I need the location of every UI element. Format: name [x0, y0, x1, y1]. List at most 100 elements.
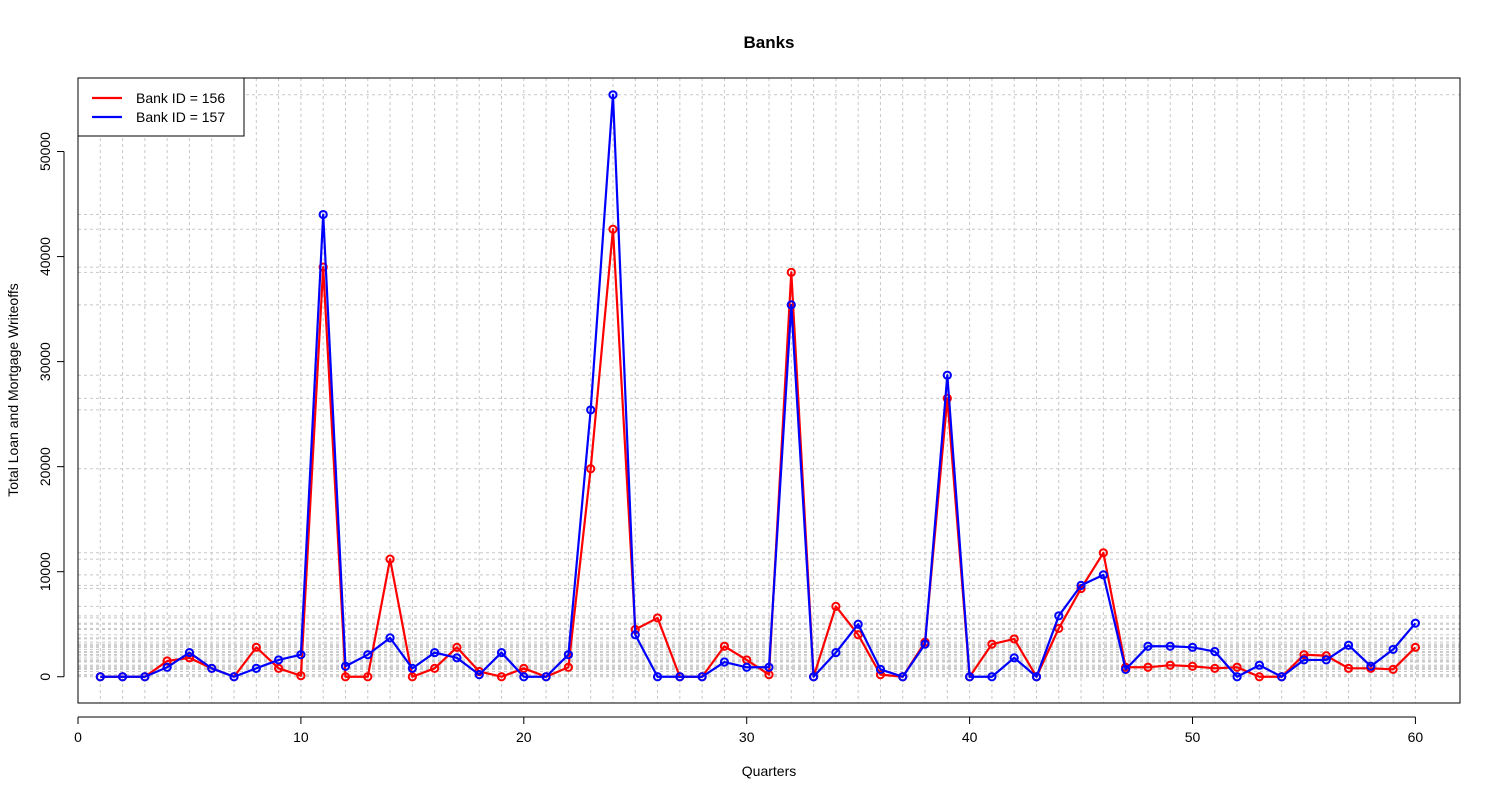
data-point	[519, 672, 529, 682]
y-tick-label: 10000	[37, 552, 53, 591]
legend: Bank ID = 156 Bank ID = 157	[77, 77, 245, 137]
data-point	[1009, 653, 1019, 663]
data-point	[1054, 611, 1064, 621]
data-point	[1410, 618, 1421, 628]
data-point	[207, 663, 217, 673]
data-point	[1299, 650, 1309, 660]
data-point	[786, 300, 796, 310]
data-point	[1388, 664, 1398, 674]
data-point	[363, 650, 373, 660]
data-point	[942, 393, 952, 403]
data-point	[496, 647, 507, 658]
legend-label: Bank ID = 156	[136, 90, 225, 106]
y-tick-label: 0	[37, 673, 53, 681]
data-point	[1210, 663, 1220, 673]
data-point	[363, 672, 373, 682]
y-axis-label: Total Loan and Mortgage Writeoffs	[5, 283, 21, 497]
data-point	[987, 639, 997, 649]
series-2	[95, 90, 1421, 682]
data-point	[764, 662, 774, 672]
data-point	[496, 672, 507, 682]
data-point	[965, 672, 975, 682]
data-point	[920, 639, 930, 649]
data-point	[95, 672, 105, 682]
data-point	[1232, 662, 1242, 672]
data-point	[1366, 661, 1376, 671]
data-point	[1277, 672, 1287, 682]
data-point	[184, 653, 195, 663]
data-point	[1187, 661, 1198, 671]
data-point	[1210, 646, 1220, 657]
data-point	[140, 672, 150, 682]
data-point	[1343, 663, 1354, 673]
legend-label: Bank ID = 157	[136, 109, 225, 125]
x-axis: 0 10 20 30 40 50 60	[74, 716, 1424, 745]
data-point	[875, 664, 886, 674]
data-point	[1031, 672, 1042, 682]
data-point	[831, 647, 841, 658]
data-point	[563, 650, 573, 660]
data-point	[1098, 548, 1108, 558]
x-tick-label: 60	[1408, 729, 1424, 745]
data-point	[808, 672, 819, 682]
data-point	[719, 657, 730, 667]
chart-title: Banks	[743, 33, 794, 52]
data-point	[1143, 641, 1153, 651]
data-point	[385, 554, 395, 564]
data-point	[296, 671, 306, 681]
data-point	[229, 672, 239, 682]
data-point	[987, 672, 997, 682]
x-tick-label: 20	[516, 729, 532, 745]
data-point	[474, 670, 484, 680]
series-1	[95, 224, 1421, 682]
data-point	[274, 655, 284, 665]
data-point	[1299, 655, 1309, 665]
y-tick-label: 50000	[37, 132, 53, 171]
data-point	[340, 661, 351, 671]
data-point	[162, 662, 172, 672]
plot-area-border	[77, 77, 1461, 704]
data-point	[1165, 641, 1175, 651]
data-point	[1254, 660, 1264, 670]
y-tick-label: 40000	[37, 237, 53, 276]
data-point	[1187, 642, 1198, 652]
data-point	[1009, 634, 1019, 644]
data-point	[184, 647, 195, 658]
data-point	[697, 672, 707, 682]
data-point	[719, 641, 730, 651]
data-point	[1410, 642, 1421, 652]
data-point	[608, 90, 618, 100]
data-point	[630, 630, 640, 640]
data-point	[1165, 660, 1175, 670]
y-axis: 0 10000 20000 30000 40000 50000	[37, 132, 65, 681]
data-point	[430, 663, 440, 673]
x-tick-label: 50	[1185, 729, 1201, 745]
data-point	[340, 672, 351, 682]
legend-box	[77, 77, 245, 137]
data-point	[898, 672, 908, 682]
data-point	[430, 647, 440, 658]
data-point	[1321, 655, 1331, 665]
data-point	[452, 642, 462, 652]
data-point	[786, 267, 796, 277]
data-point	[853, 630, 863, 640]
data-point	[608, 224, 618, 234]
data-point	[117, 672, 128, 682]
data-point	[675, 672, 685, 682]
data-point	[1343, 640, 1354, 650]
data-point	[407, 672, 417, 682]
data-point	[251, 663, 261, 673]
x-tick-label: 0	[74, 729, 82, 745]
data-point	[452, 653, 462, 663]
data-point	[1143, 662, 1153, 672]
data-point	[831, 601, 841, 611]
x-axis-label: Quarters	[742, 763, 796, 779]
y-tick-label: 30000	[37, 342, 53, 381]
data-point	[385, 633, 395, 643]
x-tick-label: 30	[739, 729, 755, 745]
data-point	[296, 650, 306, 660]
data-point	[652, 613, 663, 623]
data-point	[1076, 580, 1086, 590]
x-tick-label: 10	[293, 729, 309, 745]
data-point	[1232, 672, 1242, 682]
